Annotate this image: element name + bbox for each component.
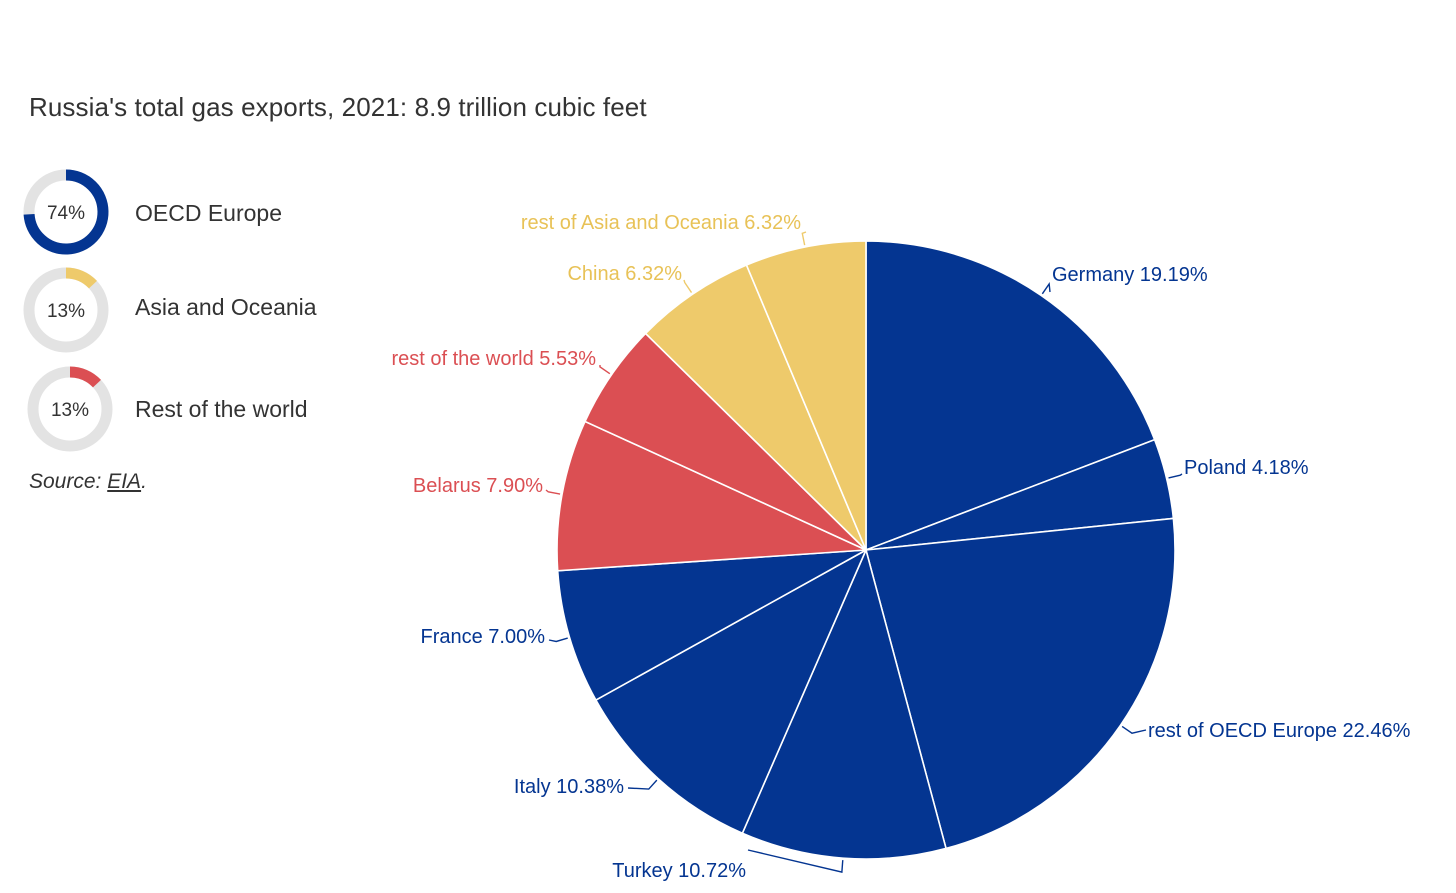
legend-item-oecd-europe: 74% OECD Europe [22, 168, 352, 258]
slice-label-turkey: Turkey 10.72% [612, 860, 746, 882]
rest-of-world-donut: 13% [27, 366, 113, 452]
leader-line-poland [1168, 473, 1183, 479]
slice-label-france: France 7.00% [420, 626, 545, 648]
leader-line-germany [1041, 281, 1051, 295]
chart-title: Russia's total gas exports, 2021: 8.9 tr… [29, 92, 647, 122]
source-note: Source: EIA. [29, 470, 147, 494]
donut-arc [23, 169, 109, 255]
leader-line-belarus [545, 489, 561, 495]
pie-slice-germany [865, 240, 1156, 552]
donut-percent: 74% [47, 203, 85, 224]
source-link[interactable]: EIA [107, 470, 142, 493]
leader-line-rest-of-the-world [599, 364, 611, 375]
oecd-europe-donut: 74% [23, 169, 109, 255]
slice-label-rest-of-the-world: rest of the world 5.53% [391, 348, 596, 370]
legend-label-rest-of-world: Rest of the world [135, 396, 308, 422]
asia-oceania-donut: 13% [23, 267, 109, 353]
donut-arc [69, 366, 101, 388]
pie-slice-italy [594, 548, 868, 835]
pie-slice-france [556, 549, 867, 702]
leader-line-rest-of-oecd-europe [1121, 725, 1147, 734]
donut-percent: 13% [51, 400, 89, 421]
donut-arc [65, 267, 97, 289]
leader-line-turkey [747, 849, 844, 873]
pie-labels: Germany 19.19% Poland 4.18% rest of OECD E… [391, 212, 1410, 882]
pie-slice-turkey [741, 547, 948, 860]
legend-item-asia-oceania: 13% Asia and Oceania [22, 266, 352, 356]
leader-line-italy [627, 779, 658, 790]
leader-line-china [683, 279, 693, 293]
pie-slice-rest-of-asia-and-oceania [745, 240, 867, 551]
source-suffix: . [141, 470, 147, 493]
legend-label-asia-oceania: Asia and Oceania [135, 294, 317, 320]
donut-percent: 13% [47, 301, 85, 322]
slice-label-rest-of-asia-and-oceania: rest of Asia and Oceania 6.32% [521, 212, 801, 234]
legend-item-rest-of-world: 13% Rest of the world [22, 365, 352, 455]
slice-label-belarus: Belarus 7.90% [413, 475, 543, 497]
leader-line-france [548, 637, 568, 643]
slice-label-rest-of-oecd-europe: rest of OECD Europe 22.46% [1148, 720, 1411, 742]
leader-line-rest-of-asia-and-oceania [801, 231, 807, 246]
slice-label-china: China 6.32% [567, 263, 682, 285]
slice-label-germany: Germany 19.19% [1052, 264, 1208, 286]
pie-slice-belarus [556, 420, 867, 572]
pie-slice-rest-of-oecd-europe [864, 517, 1176, 850]
slice-label-poland: Poland 4.18% [1184, 457, 1309, 479]
source-prefix: Source: [29, 470, 108, 493]
pie-leader-lines [545, 231, 1183, 873]
pie-slices [556, 240, 1176, 860]
pie-slice-china [644, 263, 867, 551]
legend-label-oecd-europe: OECD Europe [135, 200, 283, 226]
slice-label-italy: Italy 10.38% [514, 776, 624, 798]
